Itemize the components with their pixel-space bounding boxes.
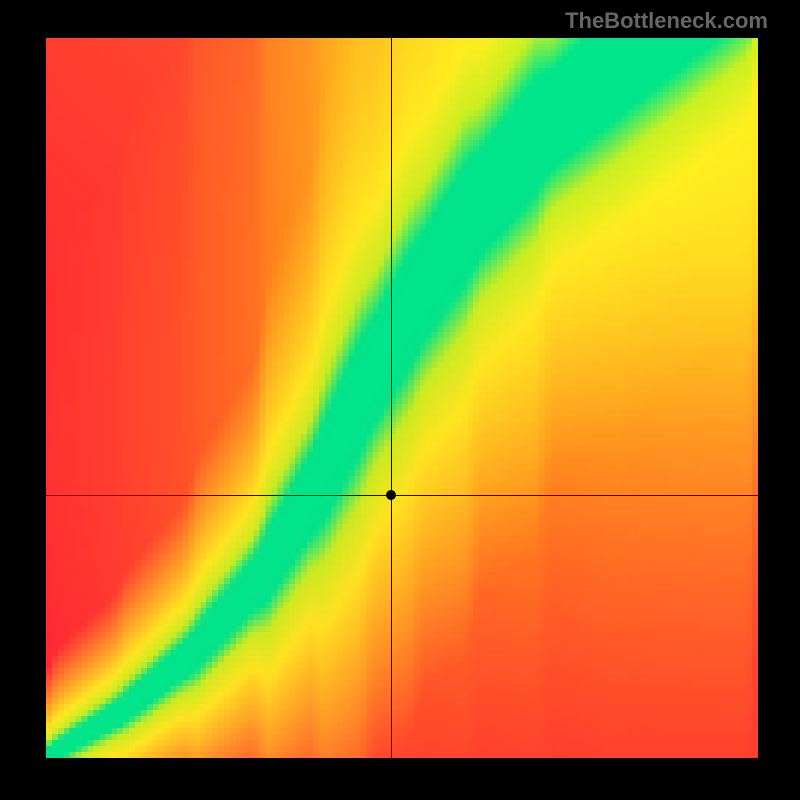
watermark-text: TheBottleneck.com (565, 8, 768, 34)
chart-container: TheBottleneck.com (0, 0, 800, 800)
heatmap-canvas (46, 38, 758, 758)
data-point-marker (386, 490, 396, 500)
crosshair-horizontal (46, 495, 758, 496)
heatmap-plot (46, 38, 758, 758)
crosshair-vertical (391, 38, 392, 758)
